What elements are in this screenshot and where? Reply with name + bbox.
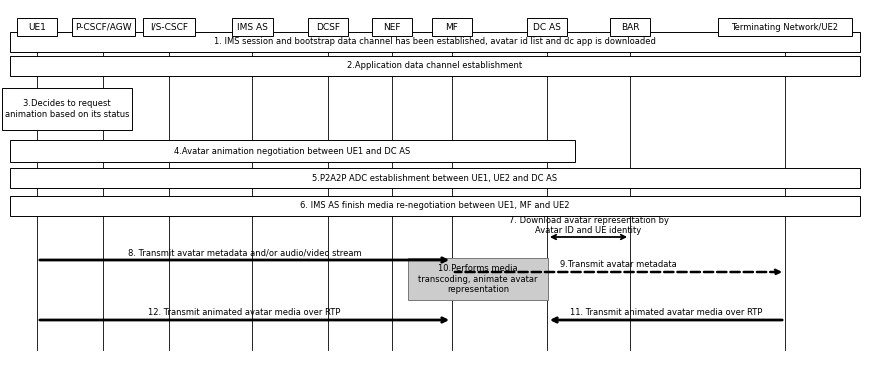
Text: 6. IMS AS finish media re-negotiation between UE1, MF and UE2: 6. IMS AS finish media re-negotiation be…	[300, 202, 570, 210]
Text: 8. Transmit avatar metadata and/or audio/video stream: 8. Transmit avatar metadata and/or audio…	[128, 248, 361, 257]
Text: MF: MF	[446, 22, 458, 31]
Bar	[10, 140, 575, 162]
Text: 12. Transmit animated avatar media over RTP: 12. Transmit animated avatar media over …	[148, 308, 341, 317]
Text: BAR: BAR	[621, 22, 639, 31]
Bar	[527, 18, 567, 36]
Bar	[17, 18, 57, 36]
Bar	[372, 18, 412, 36]
Text: DC AS: DC AS	[533, 22, 561, 31]
Text: 11. Transmit animated avatar media over RTP: 11. Transmit animated avatar media over …	[570, 308, 762, 317]
Bar	[718, 18, 852, 36]
Text: NEF: NEF	[383, 22, 401, 31]
Bar	[10, 168, 860, 188]
Bar	[10, 56, 860, 76]
Text: 3.Decides to request
animation based on its status: 3.Decides to request animation based on …	[4, 99, 129, 119]
Text: 5.P2A2P ADC establishment between UE1, UE2 and DC AS: 5.P2A2P ADC establishment between UE1, U…	[313, 173, 557, 183]
Bar	[143, 18, 195, 36]
Bar	[10, 32, 860, 52]
Text: UE1: UE1	[28, 22, 46, 31]
Bar	[2, 88, 132, 130]
Bar	[232, 18, 273, 36]
Text: Terminating Network/UE2: Terminating Network/UE2	[732, 22, 839, 31]
Text: 2.Application data channel establishment: 2.Application data channel establishment	[348, 61, 523, 71]
Bar	[408, 258, 548, 300]
Text: DCSF: DCSF	[316, 22, 340, 31]
Bar	[610, 18, 650, 36]
Text: 10.Performs media
transcoding, animate avatar
representation: 10.Performs media transcoding, animate a…	[418, 264, 537, 294]
Bar	[432, 18, 472, 36]
Text: 1. IMS session and bootstrap data channel has been established, avatar id list a: 1. IMS session and bootstrap data channe…	[214, 37, 656, 46]
Bar	[71, 18, 134, 36]
Bar	[308, 18, 348, 36]
Bar	[10, 196, 860, 216]
Text: 4.Avatar animation negotiation between UE1 and DC AS: 4.Avatar animation negotiation between U…	[174, 146, 410, 156]
Text: 7. Download avatar representation by
Avatar ID and UE identity: 7. Download avatar representation by Ava…	[509, 216, 669, 235]
Text: IMS AS: IMS AS	[237, 22, 267, 31]
Text: 9.Transmit avatar metadata: 9.Transmit avatar metadata	[560, 260, 677, 269]
Text: P-CSCF/AGW: P-CSCF/AGW	[75, 22, 132, 31]
Text: I/S-CSCF: I/S-CSCF	[150, 22, 188, 31]
